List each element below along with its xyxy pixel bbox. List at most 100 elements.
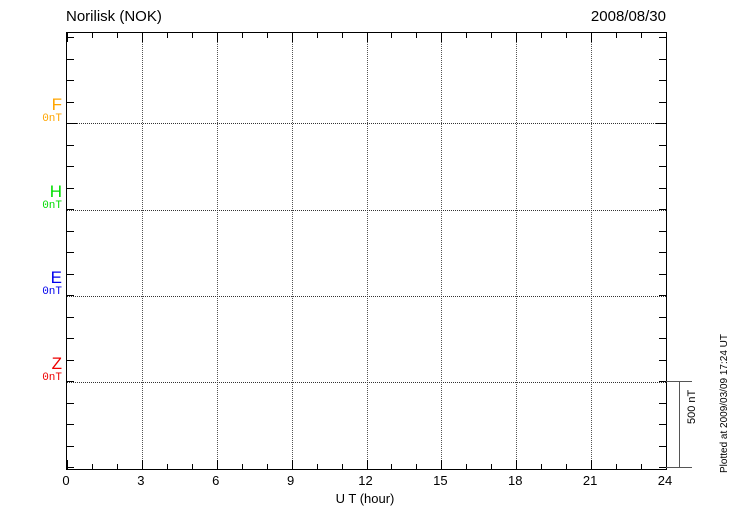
x-tick-top-8: [266, 33, 268, 38]
y-tick-left: [67, 402, 74, 404]
y-tick-right: [659, 424, 666, 425]
x-tick-bottom-1: [91, 464, 93, 469]
x-tick-top-22: [616, 33, 618, 38]
y-tick-right: [659, 316, 666, 318]
plot-frame: [66, 32, 667, 470]
x-tick-bottom-6: [216, 460, 218, 469]
y-tick-left: [67, 273, 74, 275]
observation-date: 2008/08/30: [590, 8, 666, 25]
component-label-f: F 0nT: [42, 96, 62, 126]
x-tick-bottom-8: [266, 464, 268, 469]
component-name-h: H: [49, 182, 62, 201]
x-tick-top-11: [341, 33, 343, 38]
component-name-e: E: [50, 268, 62, 287]
y-tick-left: [67, 37, 74, 38]
y-tick-right: [659, 101, 666, 103]
baseline-gridline-e: [67, 296, 666, 297]
component-label-h: H 0nT: [42, 183, 62, 213]
x-tick-bottom-23: [641, 464, 643, 469]
x-tick-top-23: [641, 33, 643, 38]
y-tick-left: [67, 359, 74, 361]
y-tick-left: [67, 445, 74, 447]
component-value-e: 0nT: [42, 286, 62, 298]
y-tick-right: [659, 58, 666, 60]
component-label-e: E 0nT: [42, 269, 62, 299]
component-name-z: Z: [51, 354, 62, 373]
x-tick-top-7: [241, 33, 243, 38]
y-tick-right: [659, 359, 666, 361]
x-tick-top-12: [366, 33, 368, 42]
y-tick-right: [659, 187, 666, 189]
x-tick-bottom-9: [291, 460, 293, 469]
x-tick-bottom-5: [191, 464, 193, 469]
x-tick-top-4: [166, 33, 168, 38]
x-tick-top-21: [591, 33, 593, 42]
x-tick-top-16: [466, 33, 468, 38]
y-tick-left: [67, 316, 74, 318]
y-tick-right: [659, 209, 666, 210]
station-title: Norilisk (NOK): [66, 8, 162, 25]
y-tick-left: [67, 101, 74, 103]
y-tick-left: [67, 424, 74, 425]
x-tick-top-5: [191, 33, 193, 38]
scale-bar: [679, 381, 680, 467]
baseline-gridline-h: [67, 210, 666, 211]
y-tick-right: [659, 402, 666, 404]
x-tick-label-15: 15: [433, 473, 448, 488]
x-tick-bottom-17: [491, 464, 493, 469]
vertical-gridline: [141, 33, 143, 469]
y-tick-right: [659, 37, 666, 38]
x-tick-top-6: [216, 33, 218, 42]
y-tick-left: [67, 467, 74, 468]
y-tick-right: [659, 166, 666, 167]
x-tick-bottom-12: [366, 460, 368, 469]
component-value-h: 0nT: [42, 200, 62, 212]
x-tick-top-13: [391, 33, 393, 38]
x-tick-label-21: 21: [582, 473, 598, 488]
x-tick-top-17: [491, 33, 493, 38]
x-tick-bottom-7: [241, 464, 243, 469]
x-tick-label-24: 24: [657, 473, 673, 488]
x-tick-top-1: [91, 33, 93, 38]
y-tick-left: [67, 80, 74, 81]
y-tick-left: [67, 295, 74, 296]
x-tick-label-12: 12: [358, 473, 373, 488]
x-axis-title: U T (hour): [335, 491, 395, 506]
x-tick-label-3: 3: [137, 473, 145, 488]
y-tick-left: [67, 144, 74, 146]
scale-bar-bottom-cap: [666, 467, 692, 468]
vertical-gridline: [366, 33, 368, 469]
component-value-z: 0nT: [42, 372, 62, 384]
x-tick-top-18: [516, 33, 518, 42]
x-tick-bottom-19: [541, 464, 543, 469]
y-tick-left: [67, 381, 74, 382]
x-tick-bottom-21: [591, 460, 593, 469]
y-tick-right: [659, 252, 666, 253]
y-tick-right: [659, 230, 666, 232]
x-tick-bottom-4: [166, 464, 168, 469]
y-tick-left: [67, 338, 74, 339]
scale-bar-top-cap: [666, 381, 692, 382]
x-tick-bottom-20: [566, 464, 568, 469]
x-tick-label-6: 6: [212, 473, 220, 488]
x-tick-top-9: [291, 33, 293, 42]
component-name-f: F: [51, 95, 62, 114]
x-tick-bottom-2: [116, 464, 118, 469]
component-value-f: 0nT: [42, 113, 62, 125]
x-tick-top-3: [141, 33, 143, 42]
plot-area: [67, 33, 666, 469]
x-tick-top-10: [316, 33, 318, 38]
y-tick-right: [659, 467, 666, 468]
x-tick-top-20: [566, 33, 568, 38]
x-tick-bottom-10: [316, 464, 318, 469]
y-tick-right: [659, 80, 666, 81]
y-tick-left: [67, 252, 74, 253]
x-tick-top-2: [116, 33, 118, 38]
y-tick-right: [659, 338, 666, 339]
x-tick-bottom-14: [416, 464, 418, 469]
y-tick-right: [659, 445, 666, 447]
x-tick-bottom-22: [616, 464, 618, 469]
vertical-gridline: [591, 33, 593, 469]
y-tick-left: [67, 123, 77, 124]
vertical-gridline: [291, 33, 293, 469]
